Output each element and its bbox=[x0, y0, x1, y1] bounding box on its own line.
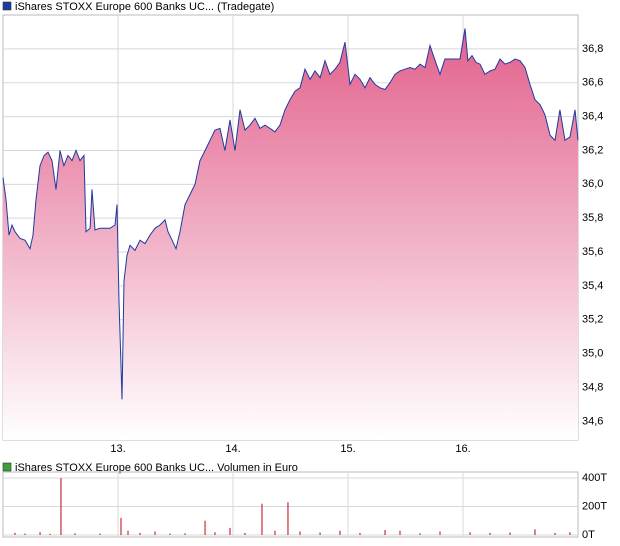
plot-frame bbox=[2, 471, 579, 538]
volume-bar bbox=[127, 530, 129, 535]
y-tick-label: 34,8 bbox=[582, 381, 603, 393]
x-tick-label: 15. bbox=[340, 443, 355, 455]
volume-bar bbox=[274, 530, 276, 535]
volume-bar bbox=[204, 520, 206, 535]
y-tick-label: 400T bbox=[582, 472, 607, 484]
x-tick-label: 16. bbox=[455, 443, 470, 455]
volume-bar bbox=[169, 533, 171, 535]
volume-bar bbox=[244, 532, 246, 535]
volume-bar bbox=[99, 533, 101, 535]
y-tick-label: 36,6 bbox=[582, 77, 603, 89]
volume-bar bbox=[14, 532, 16, 535]
y-tick-label: 35,4 bbox=[582, 280, 603, 292]
volume-bar bbox=[359, 532, 361, 535]
volume-bar bbox=[287, 502, 289, 535]
legend-swatch bbox=[2, 462, 12, 472]
price-line bbox=[2, 28, 579, 400]
y-tick-label: 35,0 bbox=[582, 348, 603, 360]
y-tick-label: 36,2 bbox=[582, 144, 603, 156]
volume-bar bbox=[139, 532, 141, 535]
y-tick-label: 35,2 bbox=[582, 314, 603, 326]
x-tick-label: 13. bbox=[110, 443, 125, 455]
volume-bar bbox=[534, 529, 536, 535]
volume-bar bbox=[489, 532, 491, 535]
volume-bar bbox=[469, 532, 471, 535]
y-tick-label: 35,8 bbox=[582, 212, 603, 224]
y-tick-label: 36,0 bbox=[582, 178, 603, 190]
volume-bar bbox=[509, 532, 511, 535]
volume-bar bbox=[261, 503, 263, 535]
price-area bbox=[3, 28, 578, 440]
y-tick-label: 36,4 bbox=[582, 110, 603, 122]
volume-bar bbox=[299, 531, 301, 535]
volume-bar bbox=[24, 533, 26, 535]
x-tick-label: 14. bbox=[225, 443, 240, 455]
y-tick-label: 35,6 bbox=[582, 246, 603, 258]
volume-bar bbox=[554, 532, 556, 535]
y-tick-label: 200T bbox=[582, 500, 607, 512]
volume-bar bbox=[74, 533, 76, 535]
volume-bar bbox=[184, 533, 186, 535]
volume-bar bbox=[419, 533, 421, 535]
volume-bar bbox=[120, 517, 122, 535]
volume-bar bbox=[229, 527, 231, 535]
volume-bar bbox=[384, 530, 386, 535]
legend-swatch bbox=[2, 1, 12, 11]
volume-bar bbox=[319, 532, 321, 535]
volume-bar bbox=[60, 478, 62, 535]
volume-bar bbox=[439, 531, 441, 535]
volume-bar bbox=[214, 532, 216, 535]
chart-title: iShares STOXX Europe 600 Banks UC... Vol… bbox=[15, 462, 298, 474]
y-tick-label: 36,8 bbox=[582, 43, 603, 55]
volume-bar bbox=[39, 532, 41, 535]
y-tick-label: 0T bbox=[582, 529, 595, 541]
volume-bar bbox=[154, 531, 156, 535]
volume-bar bbox=[49, 533, 51, 535]
volume-bar bbox=[569, 532, 571, 535]
volume-bar bbox=[399, 530, 401, 535]
volume-bar bbox=[339, 530, 341, 535]
chart-title: iShares STOXX Europe 600 Banks UC... (Tr… bbox=[15, 1, 274, 13]
y-tick-label: 34,6 bbox=[582, 415, 603, 427]
